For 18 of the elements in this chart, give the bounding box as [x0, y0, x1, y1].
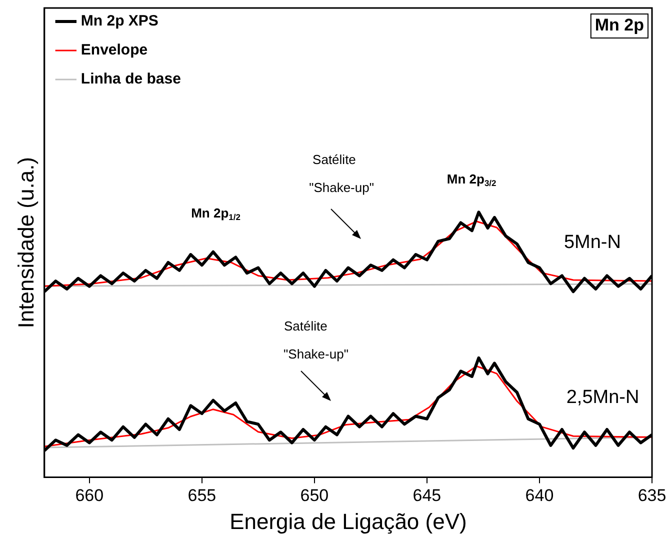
text: Satélite [312, 152, 356, 168]
legend-label: Mn 2p XPS [80, 12, 158, 30]
legend-label: Linha de base [80, 70, 181, 88]
annotation: "Shake-up" [284, 346, 349, 362]
annotation: Satélite [284, 318, 328, 334]
x-tick-label: 640 [525, 486, 554, 506]
annotation: 5Mn-N [564, 232, 621, 253]
x-tick-label: 645 [412, 486, 442, 506]
x-tick-label: 655 [188, 486, 216, 506]
x-tick-label: 650 [300, 486, 329, 506]
y-axis-title: Intensidade (u.a.) [13, 156, 38, 328]
annotation: 2,5Mn-N [566, 387, 640, 408]
x-tick-label: 660 [75, 486, 104, 506]
x-tick-label: 635 [638, 486, 666, 506]
x-axis-title: Energia de Ligação (eV) [230, 508, 467, 534]
legend-label: Envelope [80, 42, 148, 59]
text: "Shake-up" [309, 180, 374, 195]
text: Mn 2p [594, 16, 644, 35]
